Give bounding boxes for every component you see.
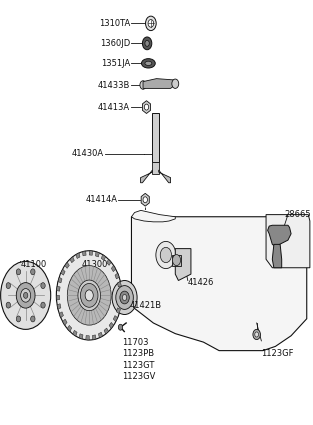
Polygon shape xyxy=(141,193,149,206)
Circle shape xyxy=(112,280,137,314)
Bar xyxy=(152,113,159,162)
Circle shape xyxy=(41,283,45,289)
Polygon shape xyxy=(76,253,80,258)
Polygon shape xyxy=(109,323,114,329)
Text: 41426: 41426 xyxy=(188,278,214,287)
Circle shape xyxy=(172,255,181,266)
Polygon shape xyxy=(63,319,67,325)
Circle shape xyxy=(118,324,123,330)
Text: 1310TA: 1310TA xyxy=(99,19,130,28)
Circle shape xyxy=(140,81,146,89)
Circle shape xyxy=(80,283,98,307)
Text: 28665: 28665 xyxy=(285,210,311,219)
Polygon shape xyxy=(118,300,122,305)
Circle shape xyxy=(116,286,133,309)
Circle shape xyxy=(6,283,11,289)
Polygon shape xyxy=(131,210,175,222)
Circle shape xyxy=(16,269,21,275)
Text: 41421B: 41421B xyxy=(130,301,162,311)
Circle shape xyxy=(85,290,93,301)
Polygon shape xyxy=(159,170,171,183)
Polygon shape xyxy=(113,315,118,322)
Text: 1123PB: 1123PB xyxy=(122,349,154,358)
Circle shape xyxy=(21,289,31,302)
Ellipse shape xyxy=(141,59,155,68)
Text: 1351JA: 1351JA xyxy=(101,59,130,68)
Polygon shape xyxy=(115,273,119,279)
Circle shape xyxy=(144,104,149,110)
Polygon shape xyxy=(92,335,96,340)
Text: 1123GT: 1123GT xyxy=(122,360,154,370)
Circle shape xyxy=(160,247,172,263)
Circle shape xyxy=(142,37,152,50)
Polygon shape xyxy=(107,259,111,265)
Text: 1123GV: 1123GV xyxy=(122,372,156,381)
Text: 41413A: 41413A xyxy=(98,102,130,112)
Circle shape xyxy=(172,79,179,88)
Circle shape xyxy=(148,20,154,27)
Polygon shape xyxy=(59,312,64,318)
Polygon shape xyxy=(111,266,116,272)
Polygon shape xyxy=(268,225,291,246)
Circle shape xyxy=(23,292,28,298)
Circle shape xyxy=(145,40,149,46)
Text: 41100: 41100 xyxy=(20,260,47,269)
Ellipse shape xyxy=(145,61,152,65)
Polygon shape xyxy=(141,170,152,183)
Polygon shape xyxy=(119,291,122,295)
Polygon shape xyxy=(58,277,62,283)
Polygon shape xyxy=(57,304,61,309)
Circle shape xyxy=(120,291,129,304)
Circle shape xyxy=(78,280,100,311)
Polygon shape xyxy=(104,328,109,334)
Circle shape xyxy=(56,251,122,340)
Polygon shape xyxy=(131,217,307,351)
Polygon shape xyxy=(73,330,77,336)
Text: 41433B: 41433B xyxy=(98,80,130,90)
Text: 11703: 11703 xyxy=(122,337,149,347)
Polygon shape xyxy=(142,101,151,113)
Text: 1360JD: 1360JD xyxy=(100,39,130,48)
Polygon shape xyxy=(175,249,191,280)
Circle shape xyxy=(31,316,35,322)
Bar xyxy=(152,162,159,174)
Polygon shape xyxy=(79,334,83,339)
Circle shape xyxy=(122,295,127,300)
Polygon shape xyxy=(56,295,60,300)
Text: 41430A: 41430A xyxy=(71,149,103,159)
Circle shape xyxy=(253,329,260,340)
Polygon shape xyxy=(86,335,89,340)
Circle shape xyxy=(143,197,147,203)
Circle shape xyxy=(16,316,21,322)
Polygon shape xyxy=(82,251,86,256)
Polygon shape xyxy=(57,286,60,291)
Polygon shape xyxy=(67,326,72,332)
Polygon shape xyxy=(272,244,282,268)
Circle shape xyxy=(146,16,156,31)
Circle shape xyxy=(67,266,111,325)
Circle shape xyxy=(16,283,35,308)
Text: 1123GF: 1123GF xyxy=(261,349,294,358)
Circle shape xyxy=(31,269,35,275)
Polygon shape xyxy=(116,308,121,314)
Polygon shape xyxy=(266,215,310,268)
Polygon shape xyxy=(95,252,99,257)
Circle shape xyxy=(255,332,259,337)
Polygon shape xyxy=(117,282,121,287)
Bar xyxy=(172,255,181,266)
Circle shape xyxy=(6,302,11,308)
Circle shape xyxy=(1,261,51,329)
Circle shape xyxy=(41,302,45,308)
Polygon shape xyxy=(143,79,177,88)
Text: 41300: 41300 xyxy=(82,260,108,269)
Circle shape xyxy=(156,241,176,269)
Polygon shape xyxy=(98,332,103,338)
Polygon shape xyxy=(70,257,74,263)
Polygon shape xyxy=(101,255,105,261)
Polygon shape xyxy=(89,251,93,255)
Polygon shape xyxy=(61,269,65,275)
Text: 41414A: 41414A xyxy=(85,195,117,204)
Polygon shape xyxy=(65,262,69,268)
